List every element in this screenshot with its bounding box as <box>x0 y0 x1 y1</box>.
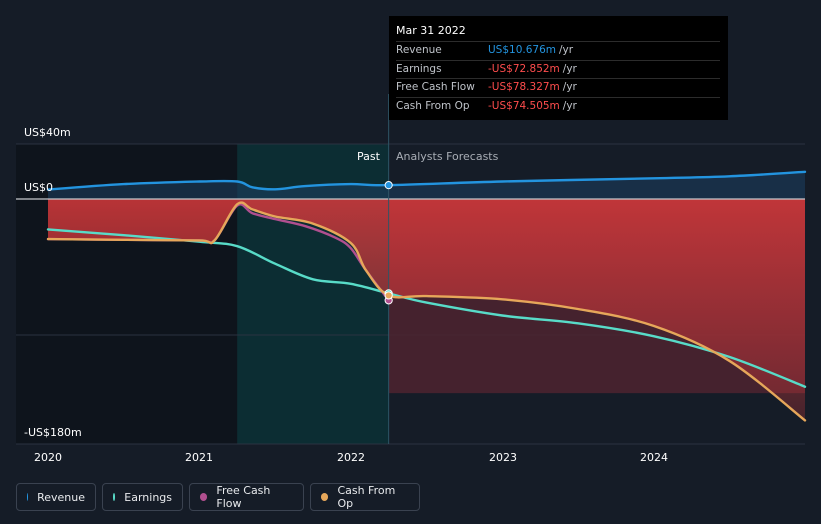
tooltip-value: US$10.676m <box>488 44 556 56</box>
legend-label: Revenue <box>37 490 85 504</box>
x-tick-label: 2023 <box>489 451 517 464</box>
legend-item-revenue[interactable]: Revenue <box>16 483 96 511</box>
tooltip-unit: /yr <box>562 62 577 75</box>
tooltip-row-free-cash-flow: Free Cash Flow -US$78.327m /yr <box>396 78 720 97</box>
legend-dot-icon <box>27 493 29 501</box>
tooltip-row-revenue: Revenue US$10.676m /yr <box>396 41 720 60</box>
series-line-revenue <box>46 170 807 191</box>
series-line-earnings <box>46 228 807 388</box>
x-tick-label: 2022 <box>337 451 365 464</box>
tooltip-unit: /yr <box>559 44 574 56</box>
tooltip-value: -US$78.327m <box>488 81 560 93</box>
marker-revenue <box>384 181 393 190</box>
x-tick-label: 2021 <box>185 451 213 464</box>
tooltip: Mar 31 2022 Revenue US$10.676m /yr Earni… <box>389 16 728 120</box>
legend-item-free-cash-flow[interactable]: Free Cash Flow <box>189 483 304 511</box>
series-line-cash-from-op <box>46 201 807 422</box>
legend-label: Free Cash Flow <box>216 484 271 510</box>
legend-dot-icon <box>200 493 208 501</box>
legend-dot-icon <box>113 493 116 501</box>
legend-label: Cash From Op <box>337 484 396 510</box>
legend-item-cash-from-op[interactable]: Cash From Op <box>310 483 420 511</box>
tooltip-date: Mar 31 2022 <box>396 24 466 37</box>
tooltip-unit: /yr <box>562 81 577 93</box>
revenue-area-fill <box>48 171 805 199</box>
legend-dot-icon <box>321 493 329 501</box>
tooltip-label: Earnings <box>396 62 442 75</box>
legend-label: Earnings <box>124 490 172 504</box>
tooltip-label: Cash From Op <box>396 99 470 112</box>
tooltip-label: Free Cash Flow <box>396 81 475 93</box>
tooltip-value: -US$72.852m <box>488 62 560 75</box>
x-tick-label: 2024 <box>640 451 668 464</box>
negative-area-fill <box>48 199 805 421</box>
past-label: Past <box>357 150 380 163</box>
tooltip-row-earnings: Earnings -US$72.852m /yr <box>396 59 720 79</box>
x-tick-label: 2020 <box>34 451 62 464</box>
tooltip-label: Revenue <box>396 44 442 56</box>
tooltip-value: -US$74.505m <box>488 99 560 112</box>
y-tick-label-zero: US$0 <box>24 181 54 194</box>
legend-item-earnings[interactable]: Earnings <box>102 483 183 511</box>
y-tick-label-top: US$40m <box>24 126 71 139</box>
tooltip-unit: /yr <box>562 99 577 112</box>
forecast-label: Analysts Forecasts <box>396 150 499 163</box>
tooltip-row-cash-from-op: Cash From Op -US$74.505m /yr <box>396 96 720 116</box>
marker-cash-from-op <box>384 291 393 300</box>
y-tick-label-bottom: -US$180m <box>24 426 82 439</box>
